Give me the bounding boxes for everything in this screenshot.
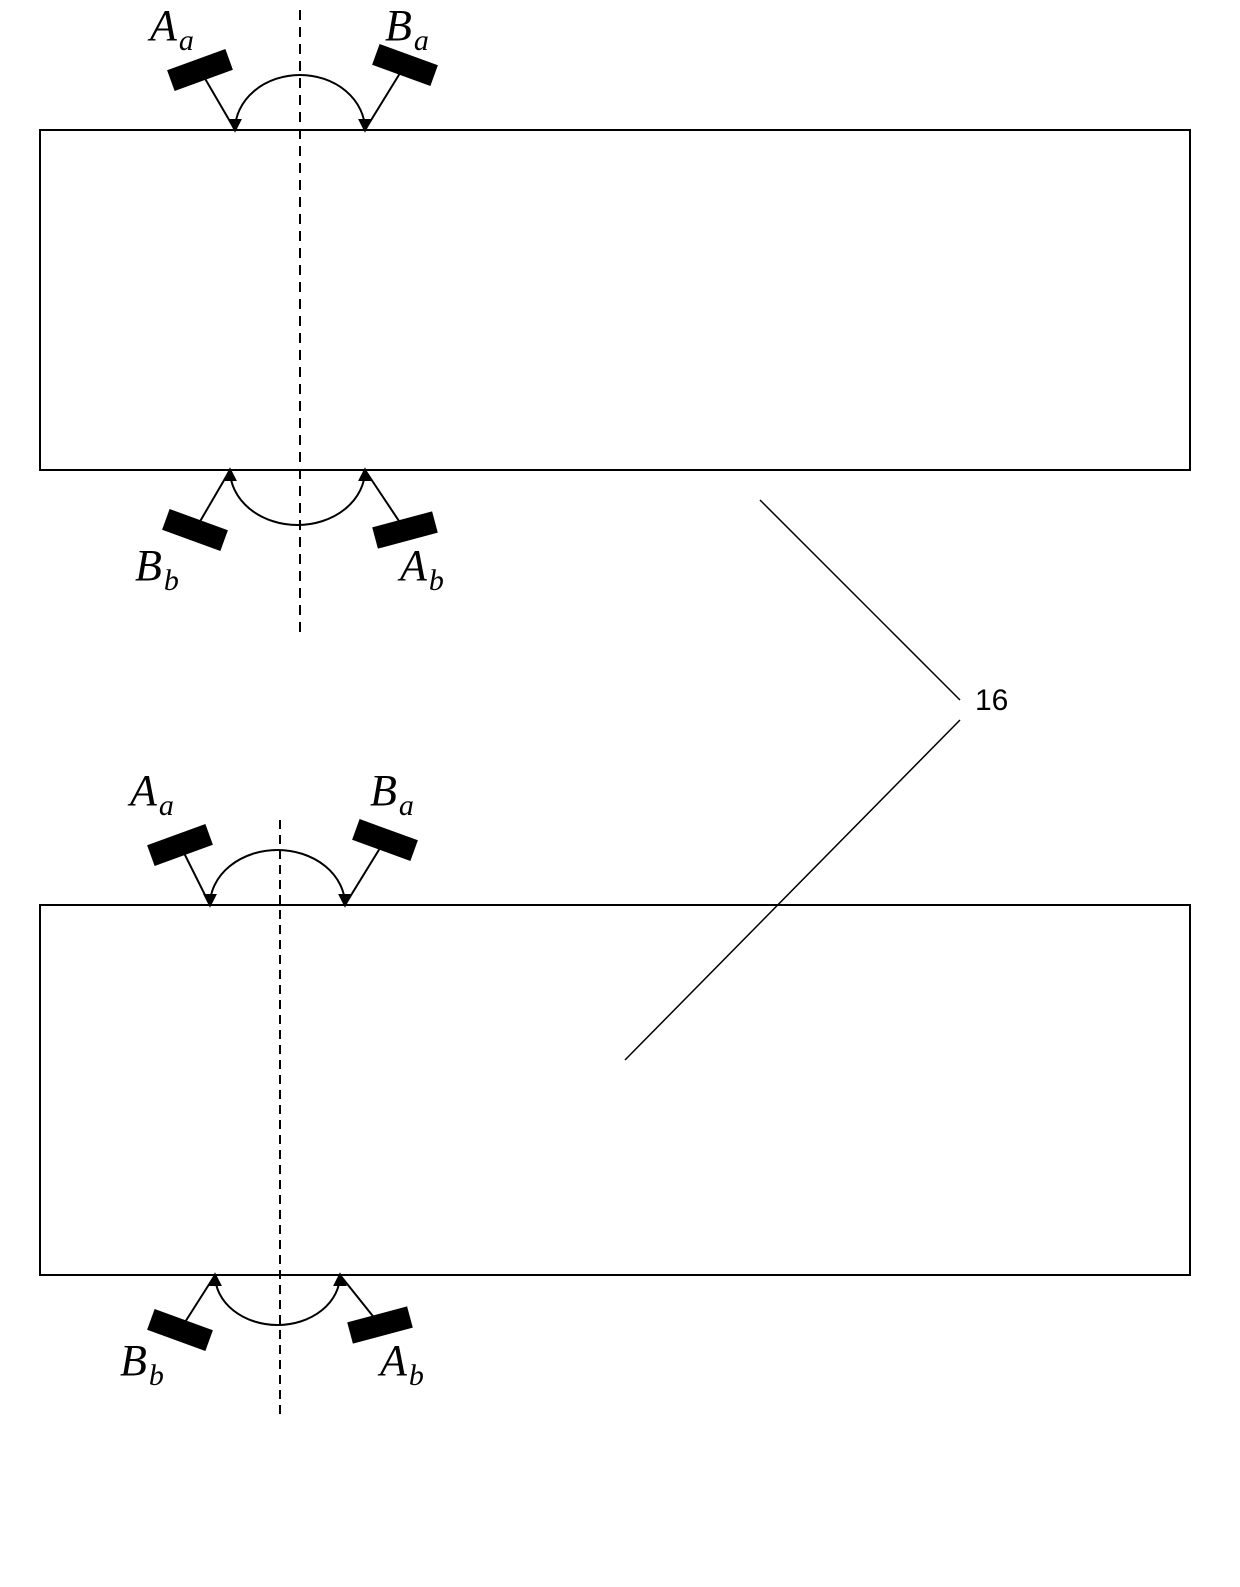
sensor-block [147, 1309, 213, 1351]
probe-label: Bb [120, 1336, 164, 1392]
probe-label: Ab [377, 1336, 424, 1392]
diagram-canvas: Aa Ba Bb Ab Aa Ba Bb Ab 16 [0, 0, 1240, 1587]
sensor-arm [345, 840, 385, 905]
specimen-rect [40, 905, 1190, 1275]
swing-arc [210, 850, 345, 905]
sensor-block [147, 824, 213, 866]
specimen-rect [40, 130, 1190, 470]
sensor-block [162, 509, 228, 551]
swing-arc [215, 1275, 340, 1325]
probe-label: Ba [370, 766, 414, 822]
callout-leader [760, 500, 960, 700]
probe-label: Aa [127, 766, 174, 822]
callout-label: 16 [975, 684, 1008, 717]
probe-label: Bb [135, 541, 179, 597]
sensor-block [167, 49, 233, 91]
sensor-arm [365, 65, 405, 130]
probe-label: Ab [397, 541, 444, 597]
probe-label: Ba [385, 1, 429, 57]
swing-arc [230, 470, 365, 525]
probe-label: Aa [147, 1, 194, 57]
sensor-block [352, 819, 418, 861]
